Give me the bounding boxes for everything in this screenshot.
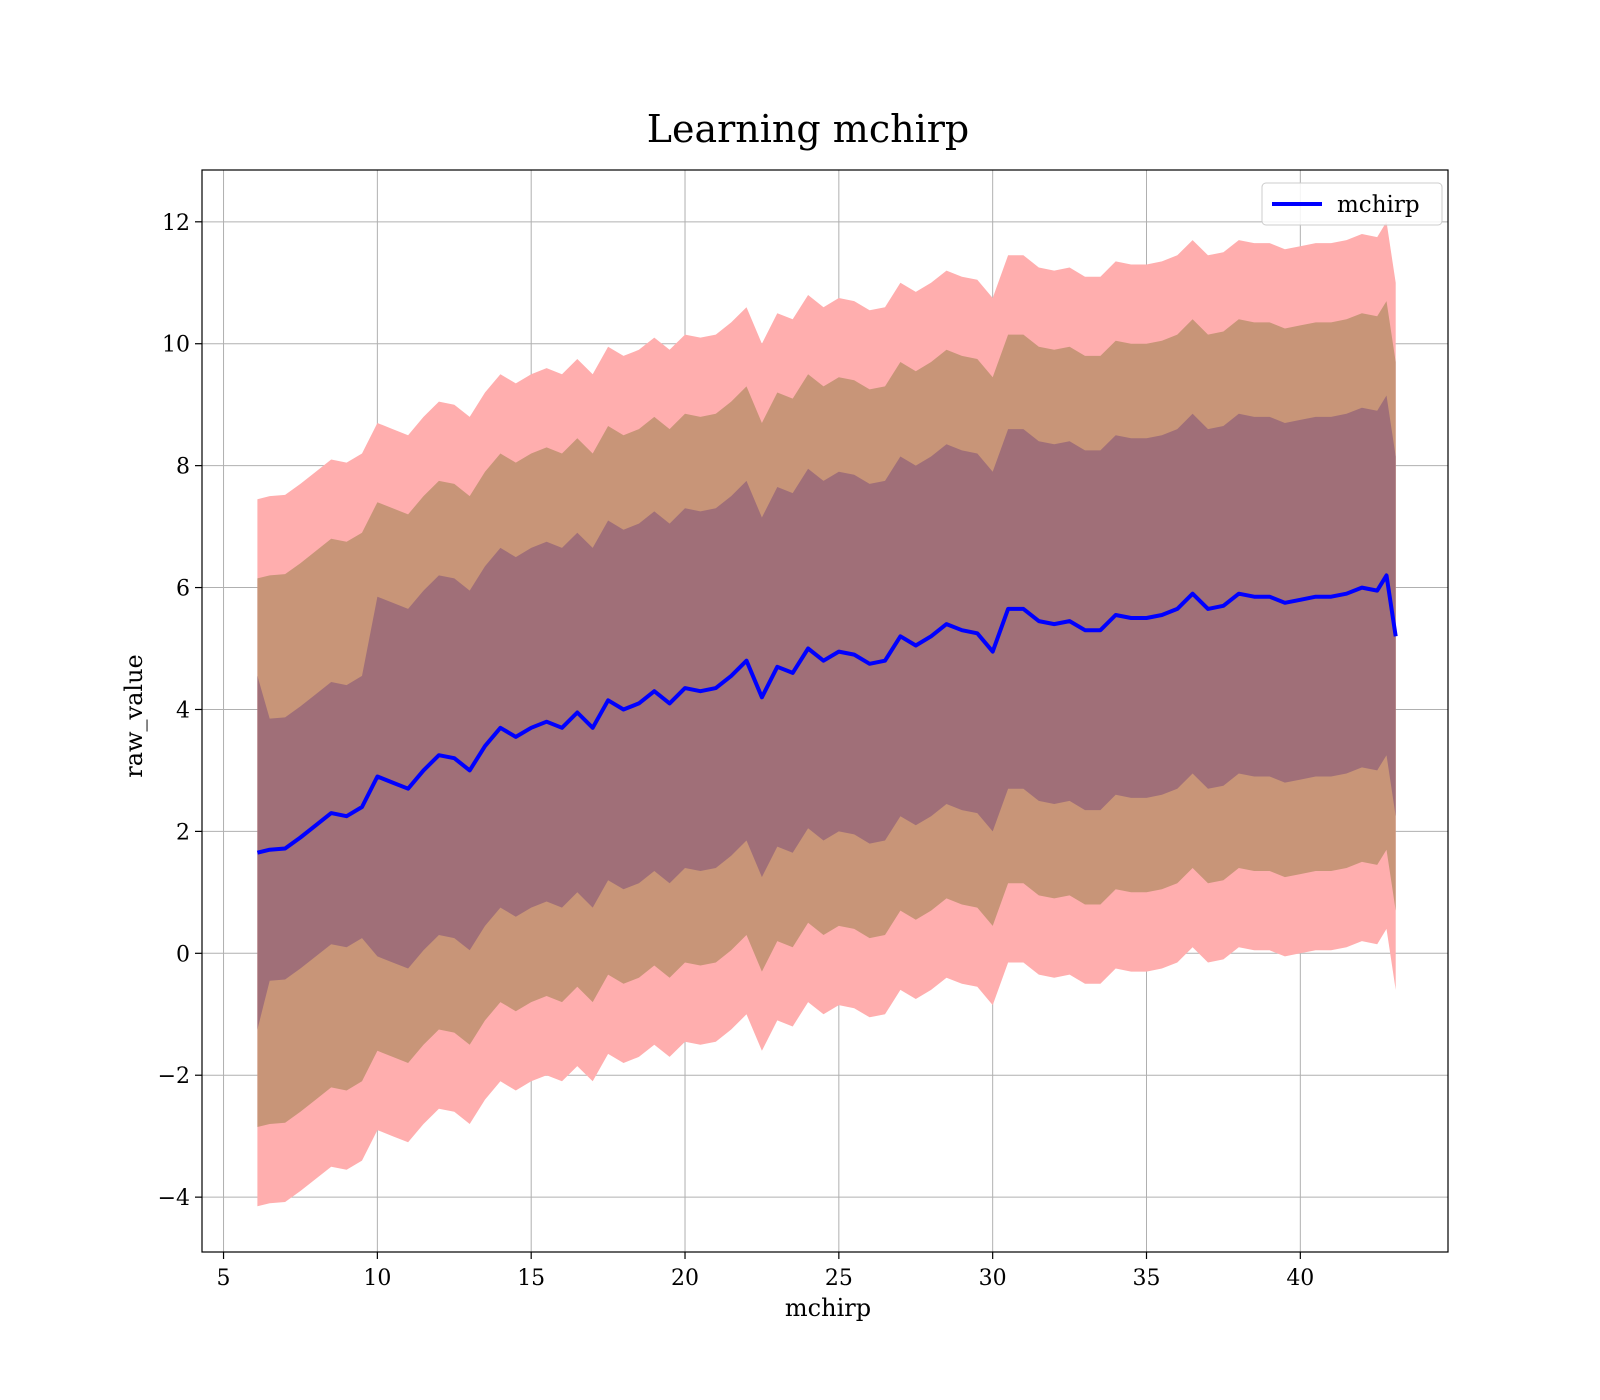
x-tick-label: 25: [825, 1266, 853, 1291]
y-tick-label: 12: [162, 211, 190, 236]
chart-title: Learning mchirp: [647, 107, 969, 151]
legend: mchirp: [1262, 183, 1442, 225]
y-tick-label: 10: [162, 333, 190, 358]
legend-label-mchirp: mchirp: [1337, 192, 1420, 218]
y-tick-label: −2: [158, 1064, 190, 1089]
y-axis-label: raw_value: [120, 654, 148, 778]
x-tick-label: 35: [1132, 1266, 1160, 1291]
x-tick-label: 10: [363, 1266, 391, 1291]
y-tick-label: −4: [158, 1186, 190, 1211]
x-axis-label: mchirp: [785, 1294, 871, 1322]
y-tick-label: 4: [176, 698, 190, 723]
x-tick-label: 30: [979, 1266, 1007, 1291]
x-tick-label: 40: [1286, 1266, 1314, 1291]
y-tick-label: 0: [176, 942, 190, 967]
x-tick-label: 20: [671, 1266, 699, 1291]
x-tick-label: 15: [517, 1266, 545, 1291]
y-tick-label: 2: [176, 820, 190, 845]
y-tick-label: 8: [176, 455, 190, 480]
y-tick-label: 6: [176, 577, 190, 602]
x-tick-label: 5: [217, 1266, 231, 1291]
